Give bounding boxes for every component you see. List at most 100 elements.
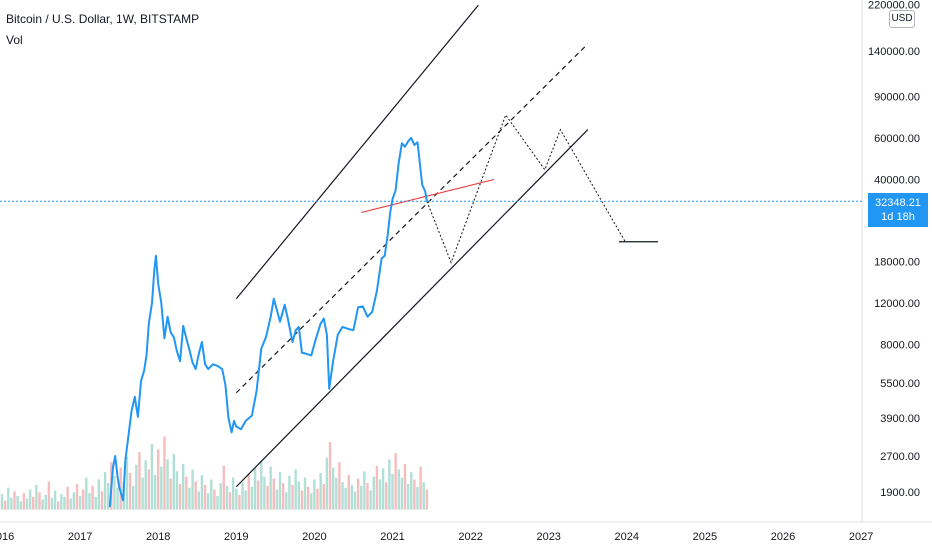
volume-bar	[260, 461, 263, 510]
volume-bar	[100, 491, 104, 510]
breakout-line	[361, 179, 495, 213]
volume-bar	[216, 495, 219, 510]
y-tick-label: 5500.00	[880, 378, 920, 390]
volume-bar	[60, 494, 63, 510]
bar-countdown: 1d 18h	[881, 211, 915, 223]
volume-bar	[385, 482, 388, 510]
volume-bar	[188, 487, 191, 510]
volume-bar	[200, 474, 204, 510]
volume-bar	[85, 477, 88, 510]
volume-bar	[206, 493, 210, 510]
volume-bar	[319, 473, 322, 510]
volume-bar	[194, 481, 197, 510]
last-price-value: 32348.21	[875, 197, 921, 209]
volume-bar	[325, 457, 329, 510]
volume-bar	[331, 467, 335, 510]
volume-bar	[341, 482, 344, 510]
channel-line	[235, 129, 589, 488]
volume-bar	[275, 489, 279, 510]
volume-bar	[203, 484, 207, 510]
volume-bar	[388, 459, 391, 510]
volume-bar	[25, 498, 29, 510]
volume-bar	[238, 495, 241, 510]
volume-bar	[75, 484, 79, 510]
volume-bar	[356, 478, 360, 510]
volume-bar	[191, 469, 194, 510]
x-tick-label: 2020	[302, 531, 326, 543]
volume-bar	[141, 477, 144, 510]
volume-bar	[0, 494, 4, 510]
volume-bar	[297, 481, 300, 510]
volume-bar	[394, 452, 397, 510]
volume-bar	[210, 479, 213, 510]
volume-bar	[391, 473, 394, 510]
volume-bar	[35, 484, 38, 510]
volume-bar	[316, 488, 319, 510]
volume-bar	[44, 495, 47, 510]
volume-bar	[19, 501, 22, 510]
channel-midline	[235, 43, 589, 394]
volume-bar	[338, 462, 341, 510]
volume-bar	[138, 452, 141, 510]
volume-bar	[107, 483, 110, 510]
volume-bar	[241, 482, 244, 510]
volume-bar	[94, 496, 97, 510]
volume-bar	[413, 479, 416, 510]
volume-bar	[66, 486, 69, 510]
volume-bar	[235, 488, 238, 510]
volume-bar	[97, 479, 101, 510]
y-tick-label: 60000.00	[874, 133, 920, 145]
y-tick-label: 90000.00	[874, 91, 920, 103]
volume-bar	[222, 465, 226, 510]
volume-bar	[244, 490, 247, 510]
volume-bar	[406, 484, 410, 510]
volume-bar	[144, 460, 147, 510]
volume-bar	[7, 487, 10, 510]
volume-bar	[197, 491, 201, 510]
volume-bar	[150, 443, 154, 510]
x-tick-label: 2019	[224, 531, 248, 543]
volume-bar	[322, 484, 325, 510]
volume-indicator-label[interactable]: Vol	[6, 33, 23, 47]
volume-bar	[185, 476, 188, 510]
volume-bar	[13, 491, 16, 510]
y-tick-label: 1900.00	[880, 487, 920, 499]
volume-bar	[247, 473, 250, 510]
volume-bar	[181, 463, 185, 510]
volume-bar	[291, 484, 294, 510]
volume-bar	[172, 453, 176, 510]
volume-bar	[125, 456, 129, 510]
volume-bar	[353, 491, 357, 510]
volume-bar	[335, 477, 338, 510]
y-tick-label: 140000.00	[868, 46, 920, 58]
volume-bar	[153, 474, 157, 510]
volume-bar	[285, 492, 288, 510]
price-line	[108, 136, 428, 508]
volume-bar	[347, 474, 350, 510]
volume-bar	[272, 478, 275, 510]
volume-bar	[363, 471, 366, 510]
y-tick-label: 220000.00	[868, 0, 920, 12]
volume-bar	[416, 486, 419, 510]
y-tick-label: 18000.00	[874, 256, 920, 268]
currency-button[interactable]: USD	[889, 10, 915, 28]
volume-bar	[300, 490, 304, 510]
y-tick-label: 12000.00	[874, 298, 920, 310]
volume-bar	[306, 486, 310, 510]
volume-bar	[178, 484, 182, 510]
x-tick-label: 2024	[615, 531, 639, 543]
volume-bar	[410, 472, 413, 510]
volume-bar	[303, 477, 307, 510]
x-tick-label: 2026	[771, 531, 795, 543]
y-tick-label: 2700.00	[880, 451, 920, 463]
volume-bar	[47, 481, 51, 510]
symbol-legend[interactable]: Bitcoin / U.S. Dollar, 1W, BITSTAMP	[6, 12, 200, 26]
volume-bar	[10, 497, 13, 510]
volume-bar	[219, 483, 222, 510]
last-price-badge: 32348.21 1d 18h	[868, 193, 928, 227]
volume-bar	[250, 486, 254, 510]
volume-bar	[372, 476, 375, 510]
volume-bar	[91, 485, 94, 510]
